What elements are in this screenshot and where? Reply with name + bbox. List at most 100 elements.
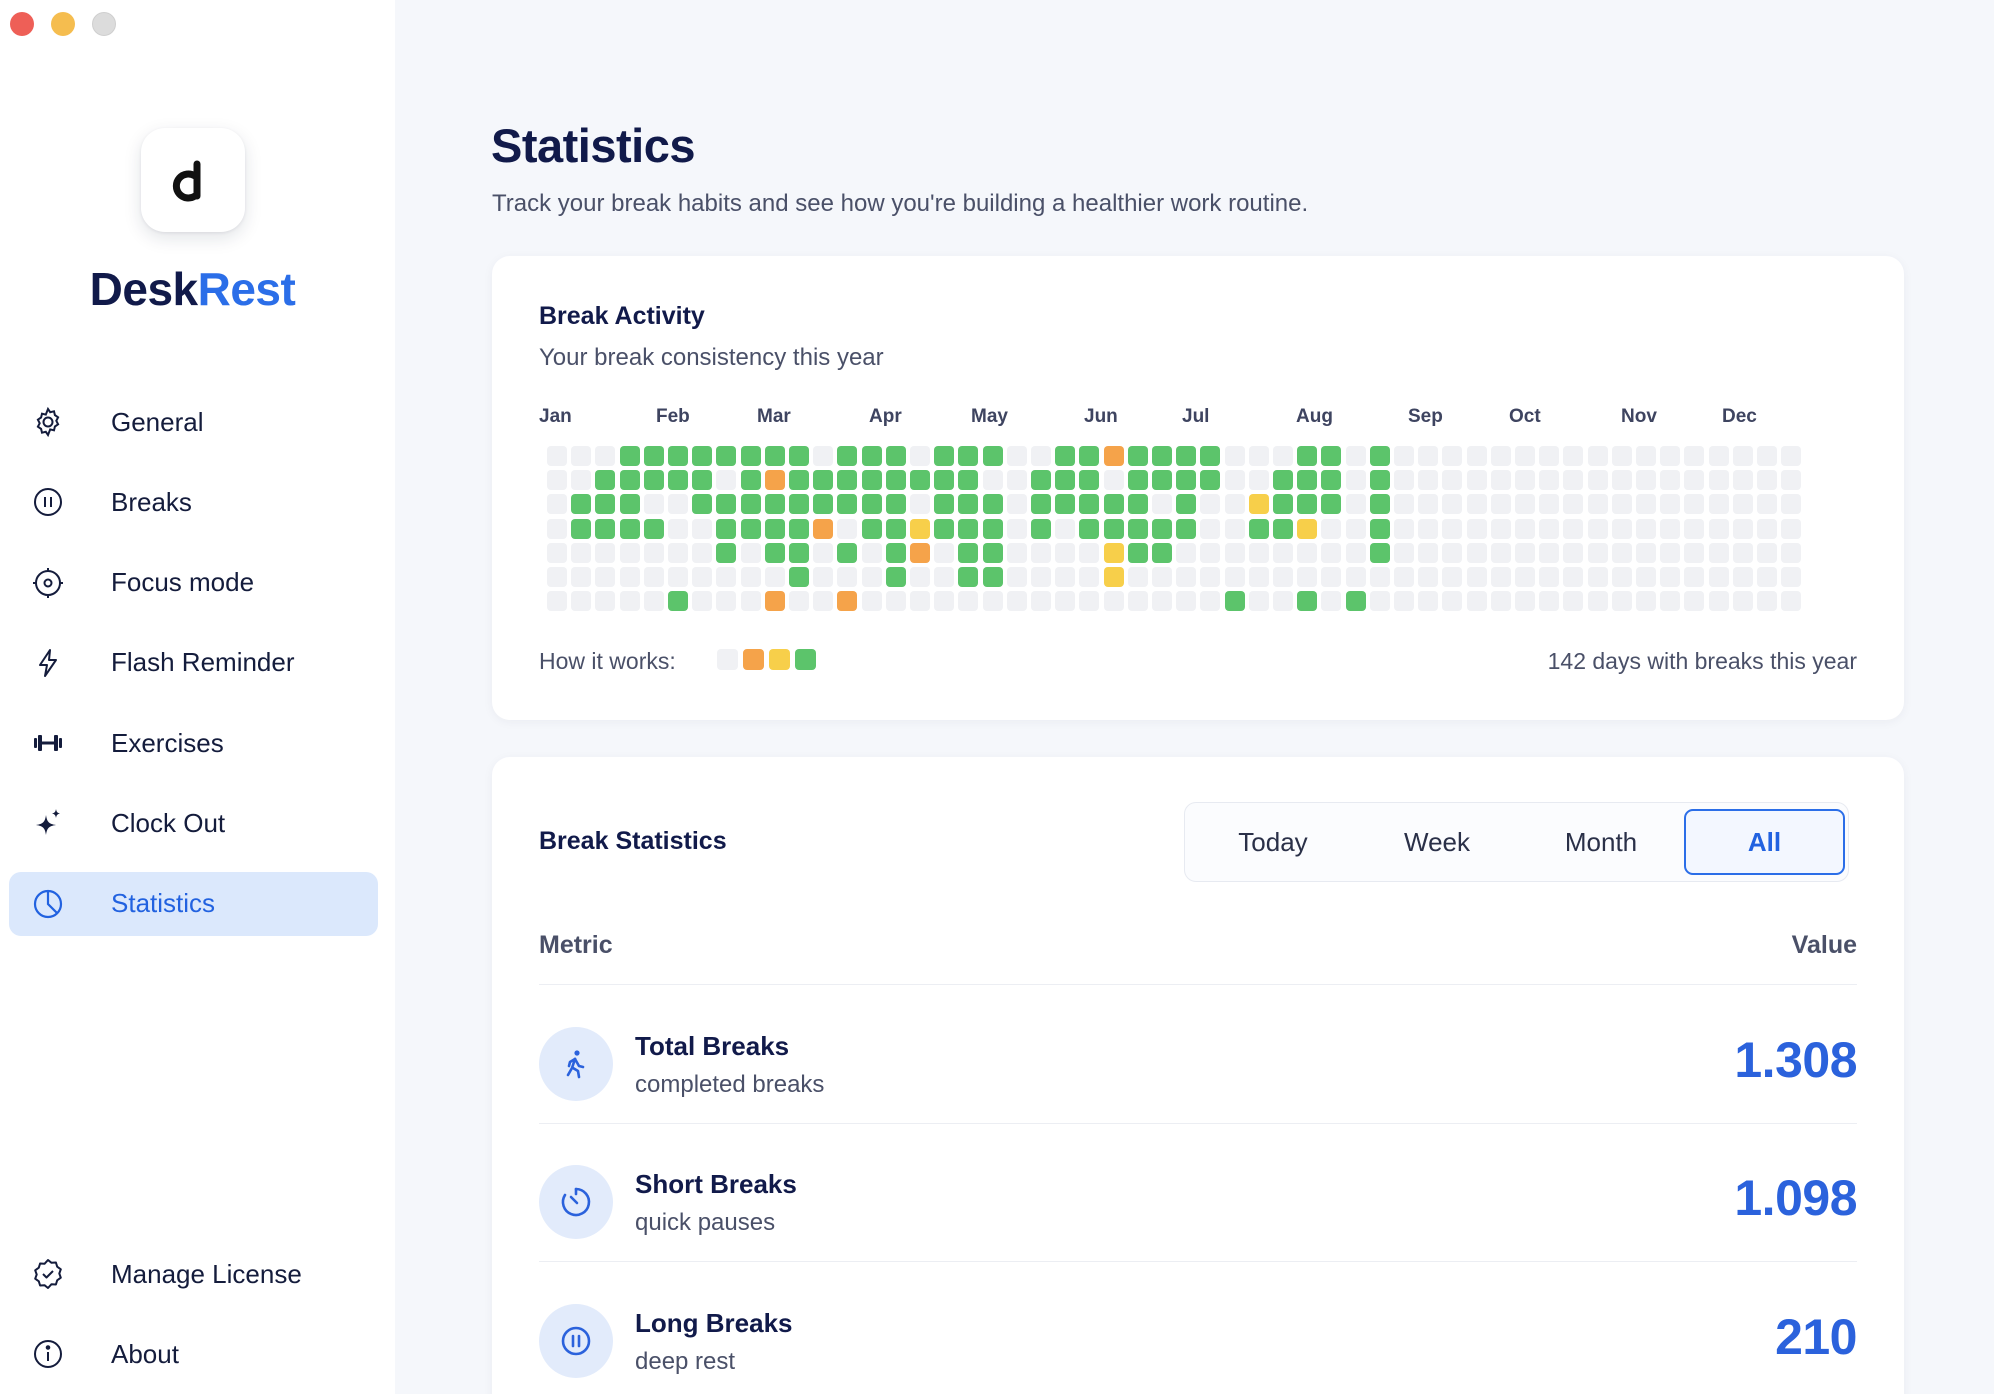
zoom-window-button[interactable]	[92, 12, 116, 36]
sidebar: DeskRest General Breaks	[0, 0, 395, 1394]
tab-all[interactable]: All	[1684, 809, 1845, 875]
month-label: Jun	[1084, 406, 1118, 427]
heatmap-cell	[1490, 494, 1511, 515]
pause-circle-icon	[31, 485, 65, 519]
heatmap-cell	[1103, 518, 1124, 539]
heatmap-cell	[1031, 446, 1051, 466]
heatmap-cell	[1781, 470, 1802, 491]
heatmap-cell	[668, 518, 688, 539]
heatmap-cell	[668, 567, 688, 587]
heatmap-cell	[619, 446, 640, 466]
heatmap-cell	[1127, 494, 1148, 515]
heatmap-cell	[716, 470, 737, 491]
heatmap-cell	[910, 518, 930, 539]
tab-month[interactable]: Month	[1564, 826, 1638, 857]
heatmap-cell	[1273, 567, 1293, 587]
month-label: Nov	[1621, 406, 1657, 427]
heatmap-cell	[1200, 542, 1221, 563]
heatmap-cell	[1031, 470, 1051, 491]
activity-heatmap	[547, 446, 1817, 614]
heatmap-cell	[934, 542, 955, 563]
heatmap-cell	[1224, 518, 1245, 539]
heatmap-cell	[1684, 591, 1705, 612]
heatmap-cell	[1224, 494, 1245, 515]
heatmap-cell	[837, 591, 858, 612]
heatmap-cell	[1587, 494, 1608, 515]
heatmap-cell	[1732, 542, 1753, 563]
sidebar-item-general[interactable]: General	[9, 390, 378, 454]
sidebar-nav: General Breaks Focus mode	[9, 390, 378, 952]
heatmap-cell	[1200, 518, 1221, 539]
metric-value: 1.098	[1734, 1170, 1857, 1226]
app-name-part2: Rest	[197, 263, 296, 315]
heatmap-cell	[1563, 518, 1584, 539]
heatmap-cell	[1031, 518, 1051, 539]
sidebar-item-statistics[interactable]: Statistics	[9, 871, 378, 936]
heatmap-cell	[1636, 542, 1656, 563]
heatmap-cell	[619, 542, 640, 563]
heatmap-cell	[1394, 542, 1414, 563]
heatmap-cell	[1539, 518, 1560, 539]
sidebar-item-flash-reminder[interactable]: Flash Reminder	[9, 631, 378, 695]
heatmap-cell	[789, 494, 809, 515]
heatmap-cell	[1418, 518, 1439, 539]
close-window-button[interactable]	[10, 12, 34, 36]
heatmap-cell	[1587, 542, 1608, 563]
heatmap-cell	[789, 446, 809, 466]
heatmap-cell	[764, 542, 785, 563]
sidebar-item-label: Focus mode	[111, 567, 255, 598]
heatmap-cell	[1152, 494, 1172, 515]
sidebar-item-manage-license[interactable]: Manage License	[9, 1242, 378, 1306]
days-summary: 142 days with breaks this year	[1547, 648, 1857, 674]
heatmap-cell	[1176, 518, 1197, 539]
tab-today[interactable]: Today	[1238, 826, 1308, 857]
heatmap-cell	[910, 494, 930, 515]
heatmap-cell	[885, 518, 906, 539]
heatmap-cell	[1490, 542, 1511, 563]
heatmap-cell	[1127, 470, 1148, 491]
sidebar-item-breaks[interactable]: Breaks	[9, 470, 378, 534]
heatmap-cell	[1636, 518, 1656, 539]
heatmap-cell	[1757, 494, 1777, 515]
period-segmented-control: Today Week Month All	[1184, 802, 1849, 882]
tab-week[interactable]: Week	[1404, 826, 1470, 857]
sidebar-item-label: Breaks	[111, 486, 192, 517]
heatmap-cell	[861, 446, 882, 466]
metric-description: quick pauses	[635, 1209, 776, 1236]
month-label: Jan	[539, 406, 572, 427]
heatmap-cell	[1490, 591, 1511, 612]
month-label: Sep	[1408, 406, 1443, 427]
heatmap-cell	[764, 446, 785, 466]
metric-description: completed breaks	[635, 1071, 825, 1098]
heatmap-cell	[837, 542, 858, 563]
sidebar-item-about[interactable]: About	[9, 1322, 378, 1386]
minimize-window-button[interactable]	[51, 12, 75, 36]
heatmap-cell	[1224, 470, 1245, 491]
heatmap-cell	[789, 567, 809, 587]
heatmap-cell	[1127, 542, 1148, 563]
sidebar-item-exercises[interactable]: Exercises	[9, 711, 378, 775]
heatmap-cell	[1031, 591, 1051, 612]
heatmap-cell	[1515, 542, 1535, 563]
sidebar-item-clock-out[interactable]: Clock Out	[9, 791, 378, 855]
heatmap-cell	[595, 446, 616, 466]
heatmap-cell	[1490, 470, 1511, 491]
lightning-icon	[31, 646, 65, 680]
metric-value: 1.308	[1734, 1032, 1857, 1088]
heatmap-cell	[547, 446, 567, 466]
month-labels: Jan Feb Mar Apr May Jun Jul Aug Sep Oct Nov Dec	[492, 406, 1904, 430]
info-icon	[31, 1337, 65, 1371]
sidebar-item-focus-mode[interactable]: Focus mode	[9, 551, 378, 615]
heatmap-cell	[813, 518, 834, 539]
heatmap-cell	[1103, 591, 1124, 612]
heatmap-cell	[1006, 446, 1027, 466]
heatmap-cell	[1369, 518, 1390, 539]
heatmap-cell	[1466, 518, 1487, 539]
badge-check-icon	[31, 1257, 65, 1291]
heatmap-cell	[1539, 542, 1560, 563]
heatmap-cell	[1006, 518, 1027, 539]
heatmap-cell	[1369, 470, 1390, 491]
heatmap-cell	[1127, 591, 1148, 612]
heatmap-cell	[643, 470, 664, 491]
heatmap-cell	[1708, 470, 1729, 491]
